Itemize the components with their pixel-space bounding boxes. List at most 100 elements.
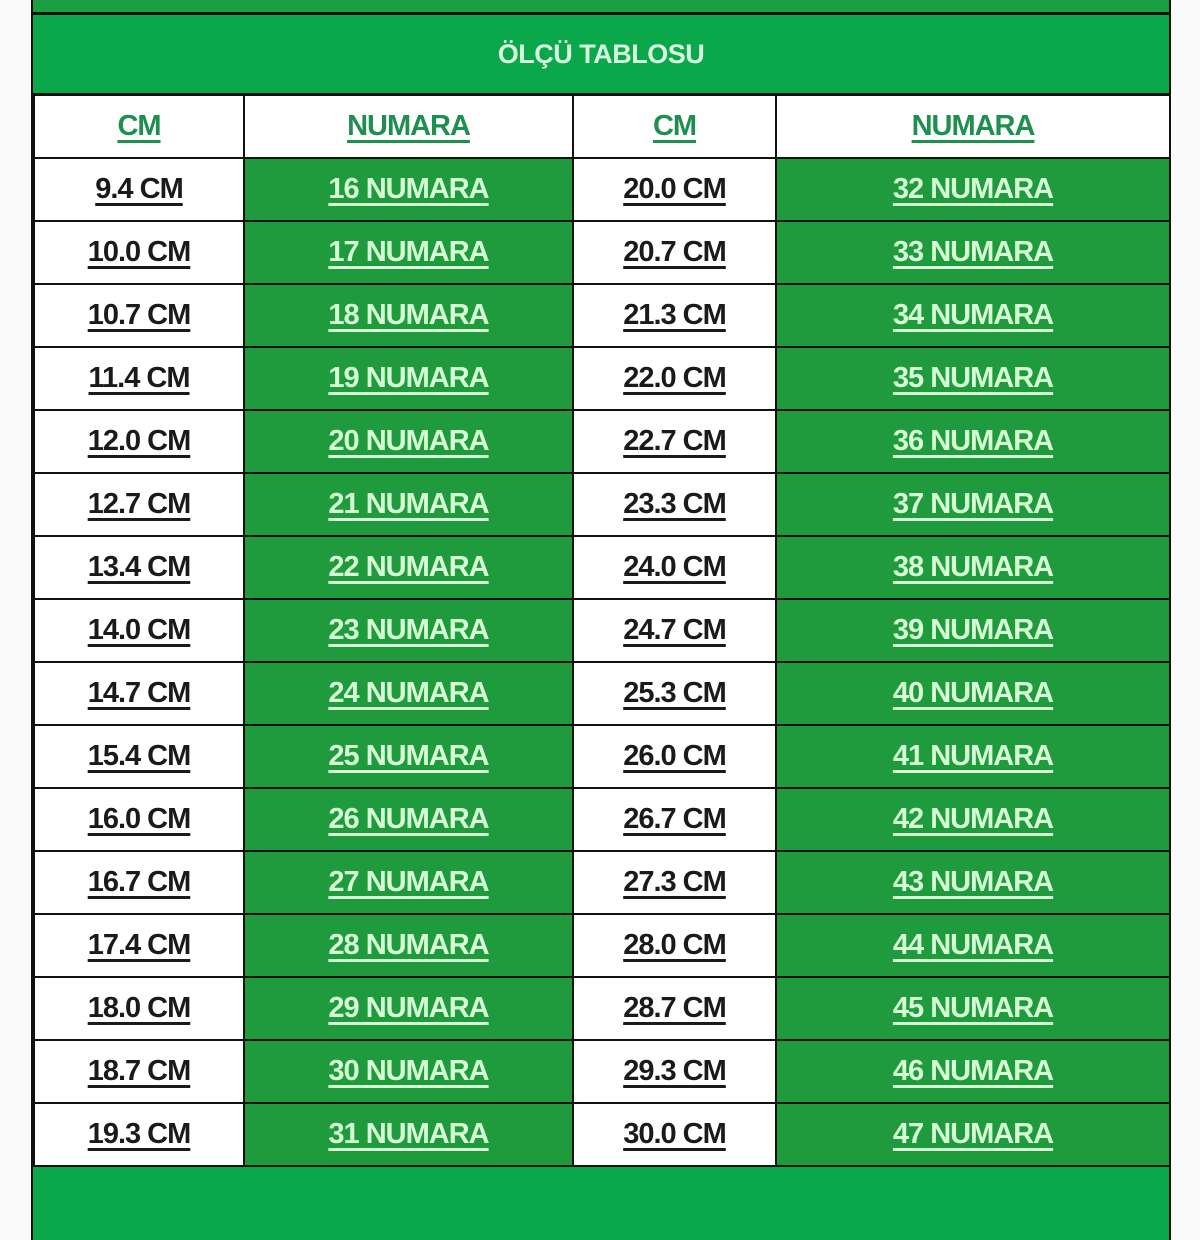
table-row: 14.7 CM 24 NUMARA 25.3 CM 40 NUMARA	[33, 661, 1171, 726]
numara-cell: 39 NUMARA	[775, 598, 1171, 663]
table-row: 10.7 CM 18 NUMARA 21.3 CM 34 NUMARA	[33, 283, 1171, 348]
numara-cell: 20 NUMARA	[243, 409, 574, 474]
cm-cell: 30.0 CM	[572, 1102, 777, 1167]
cell-text: 26 NUMARA	[328, 803, 489, 835]
cell-text: 23 NUMARA	[328, 614, 489, 646]
cell-text: 29.3 CM	[623, 1055, 727, 1087]
cell-text: 35 NUMARA	[892, 362, 1054, 394]
cm-cell: 15.4 CM	[33, 724, 245, 789]
table-row: 18.7 CM 30 NUMARA 29.3 CM 46 NUMARA	[33, 1039, 1171, 1104]
numara-cell: 47 NUMARA	[775, 1102, 1171, 1167]
cm-cell: 18.0 CM	[33, 976, 245, 1041]
cell-text: 16 NUMARA	[328, 173, 489, 205]
cm-cell: 9.4 CM	[33, 157, 245, 222]
numara-cell: 35 NUMARA	[775, 346, 1171, 411]
numara-cell: 43 NUMARA	[775, 850, 1171, 915]
cm-cell: 11.4 CM	[33, 346, 245, 411]
cm-cell: 17.4 CM	[33, 913, 245, 978]
cell-text: 24.0 CM	[623, 551, 727, 583]
cell-text: 26.7 CM	[623, 803, 727, 835]
cm-cell: 19.3 CM	[33, 1102, 245, 1167]
cell-text: 14.7 CM	[87, 677, 192, 709]
table-row: 15.4 CM 25 NUMARA 26.0 CM 41 NUMARA	[33, 724, 1171, 789]
cell-text: 32 NUMARA	[892, 173, 1054, 205]
numara-cell: 33 NUMARA	[775, 220, 1171, 285]
chart-title: ÖLÇÜ TABLOSU	[33, 15, 1169, 96]
cm-cell: 12.7 CM	[33, 472, 245, 537]
cm-cell: 26.7 CM	[572, 787, 777, 852]
cell-text: 14.0 CM	[87, 614, 192, 646]
table-row: 16.0 CM 26 NUMARA 26.7 CM 42 NUMARA	[33, 787, 1171, 852]
cell-text: 22 NUMARA	[328, 551, 489, 583]
cm-cell: 26.0 CM	[572, 724, 777, 789]
header-numara: NUMARA	[243, 94, 574, 159]
numara-cell: 28 NUMARA	[243, 913, 574, 978]
table-row: 14.0 CM 23 NUMARA 24.7 CM 39 NUMARA	[33, 598, 1171, 663]
cm-cell: 28.0 CM	[572, 913, 777, 978]
cell-text: 28.0 CM	[623, 929, 727, 961]
cm-cell: 12.0 CM	[33, 409, 245, 474]
cm-cell: 18.7 CM	[33, 1039, 245, 1104]
table-row: 12.0 CM 20 NUMARA 22.7 CM 36 NUMARA	[33, 409, 1171, 474]
cm-cell: 16.7 CM	[33, 850, 245, 915]
numara-cell: 23 NUMARA	[243, 598, 574, 663]
numara-cell: 29 NUMARA	[243, 976, 574, 1041]
cell-text: 25.3 CM	[623, 677, 727, 709]
cm-cell: 20.0 CM	[572, 157, 777, 222]
cm-cell: 22.0 CM	[572, 346, 777, 411]
cell-text: 17 NUMARA	[328, 236, 489, 268]
numara-cell: 41 NUMARA	[775, 724, 1171, 789]
cell-text: 29 NUMARA	[328, 992, 489, 1024]
numara-cell: 34 NUMARA	[775, 283, 1171, 348]
cell-text: 31 NUMARA	[328, 1118, 489, 1150]
cell-text: 23.3 CM	[623, 488, 727, 520]
numara-cell: 30 NUMARA	[243, 1039, 574, 1104]
cm-cell: 20.7 CM	[572, 220, 777, 285]
cell-text: 38 NUMARA	[892, 551, 1054, 583]
cell-text: 20.0 CM	[623, 173, 727, 205]
cm-cell: 28.7 CM	[572, 976, 777, 1041]
cell-text: 17.4 CM	[87, 929, 192, 961]
cm-cell: 27.3 CM	[572, 850, 777, 915]
numara-cell: 37 NUMARA	[775, 472, 1171, 537]
numara-cell: 46 NUMARA	[775, 1039, 1171, 1104]
cm-cell: 13.4 CM	[33, 535, 245, 600]
numara-cell: 27 NUMARA	[243, 850, 574, 915]
cell-text: 19.3 CM	[87, 1118, 192, 1150]
cell-text: 25 NUMARA	[328, 740, 489, 772]
cell-text: 40 NUMARA	[892, 677, 1054, 709]
numara-cell: 22 NUMARA	[243, 535, 574, 600]
cell-text: 47 NUMARA	[892, 1118, 1054, 1150]
cm-cell: 24.0 CM	[572, 535, 777, 600]
numara-cell: 17 NUMARA	[243, 220, 574, 285]
top-band	[33, 0, 1169, 15]
cell-text: 15.4 CM	[87, 740, 192, 772]
table-row: 16.7 CM 27 NUMARA 27.3 CM 43 NUMARA	[33, 850, 1171, 915]
cell-text: 34 NUMARA	[892, 299, 1054, 331]
numara-cell: 19 NUMARA	[243, 346, 574, 411]
cell-text: 39 NUMARA	[892, 614, 1054, 646]
cell-text: 12.7 CM	[87, 488, 192, 520]
numara-cell: 26 NUMARA	[243, 787, 574, 852]
cell-text: 10.0 CM	[87, 236, 192, 268]
cell-text: 45 NUMARA	[892, 992, 1054, 1024]
numara-cell: 32 NUMARA	[775, 157, 1171, 222]
table-row: 12.7 CM 21 NUMARA 23.3 CM 37 NUMARA	[33, 472, 1171, 537]
cell-text: 10.7 CM	[87, 299, 192, 331]
numara-cell: 31 NUMARA	[243, 1102, 574, 1167]
cell-text: 21 NUMARA	[328, 488, 489, 520]
numara-cell: 24 NUMARA	[243, 661, 574, 726]
cell-text: 21.3 CM	[623, 299, 727, 331]
cell-text: 46 NUMARA	[892, 1055, 1054, 1087]
numara-cell: 38 NUMARA	[775, 535, 1171, 600]
cell-text: 18 NUMARA	[328, 299, 489, 331]
cell-text: 30 NUMARA	[328, 1055, 489, 1087]
cm-cell: 22.7 CM	[572, 409, 777, 474]
cm-cell: 14.7 CM	[33, 661, 245, 726]
cell-text: 30.0 CM	[623, 1118, 727, 1150]
cell-text: 20.7 CM	[623, 236, 727, 268]
table-row: 11.4 CM 19 NUMARA 22.0 CM 35 NUMARA	[33, 346, 1171, 411]
header-cm: CM	[572, 94, 777, 159]
cell-text: 18.0 CM	[87, 992, 192, 1024]
cell-text: 11.4 CM	[88, 362, 191, 394]
